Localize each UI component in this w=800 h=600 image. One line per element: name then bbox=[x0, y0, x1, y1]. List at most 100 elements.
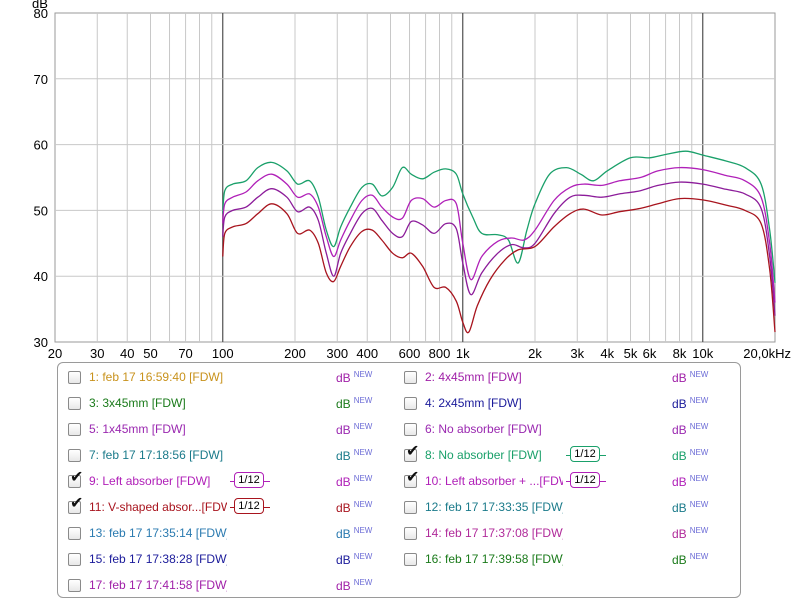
smoothing-value: 1/12 bbox=[234, 472, 264, 488]
legend-label[interactable]: 15: feb 17 17:38:28 [FDW] bbox=[89, 552, 227, 566]
legend-label[interactable]: 12: feb 17 17:33:35 [FDW] bbox=[425, 500, 563, 514]
series-line-4 bbox=[222, 197, 776, 334]
db-scale-toggle[interactable]: dB NEW bbox=[672, 422, 708, 437]
checkmark-icon: ✔ bbox=[70, 494, 84, 512]
legend-checkbox[interactable] bbox=[68, 396, 81, 410]
legend-label[interactable]: 14: feb 17 17:37:08 [FDW] bbox=[425, 526, 563, 540]
db-scale-toggle[interactable]: dB NEW bbox=[672, 396, 708, 411]
db-label: dB bbox=[672, 501, 687, 515]
legend-label[interactable]: 8: No absorber [FDW] bbox=[425, 448, 542, 462]
x-tick-label: 100 bbox=[212, 346, 234, 361]
series-line-2 bbox=[222, 166, 776, 303]
db-scale-toggle[interactable]: dB NEW bbox=[336, 422, 372, 437]
legend-item: ✔ 10: Left absorber + ...[FDW] 1/12 dB NEW bbox=[404, 469, 734, 492]
x-tick-label: 50 bbox=[143, 346, 157, 361]
legend-checkbox[interactable] bbox=[404, 526, 417, 540]
db-scale-toggle[interactable]: dB NEW bbox=[336, 500, 372, 515]
new-badge: NEW bbox=[353, 578, 373, 587]
new-badge: NEW bbox=[353, 526, 373, 535]
legend-checkbox[interactable] bbox=[68, 552, 81, 566]
db-label: dB bbox=[672, 371, 687, 385]
db-label: dB bbox=[336, 371, 351, 385]
legend-label[interactable]: 1: feb 17 16:59:40 [FDW] bbox=[89, 370, 224, 384]
legend-label[interactable]: 4: 2x45mm [FDW] bbox=[425, 396, 522, 410]
new-badge: NEW bbox=[353, 552, 373, 561]
legend-checkbox[interactable]: ✔ bbox=[404, 469, 419, 488]
legend-item: ✔ 8: No absorber [FDW] 1/12 dB NEW bbox=[404, 443, 734, 466]
db-scale-toggle[interactable]: dB NEW bbox=[672, 552, 708, 567]
legend-label[interactable]: 3: 3x45mm [FDW] bbox=[89, 396, 186, 410]
legend-label[interactable]: 7: feb 17 17:18:56 [FDW] bbox=[89, 448, 224, 462]
x-tick-label: 3k bbox=[570, 346, 584, 361]
checkmark-icon: ✔ bbox=[70, 468, 84, 486]
new-badge: NEW bbox=[353, 448, 373, 457]
y-axis-label: dB bbox=[32, 0, 48, 11]
db-scale-toggle[interactable]: dB NEW bbox=[336, 474, 372, 489]
db-scale-toggle[interactable]: dB NEW bbox=[672, 526, 708, 541]
x-tick-label: 800 bbox=[429, 346, 451, 361]
x-tick-label: 8k bbox=[673, 346, 687, 361]
legend-item: 17: feb 17 17:41:58 [FDW] dB NEW bbox=[68, 574, 398, 596]
x-tick-label: 6k bbox=[643, 346, 657, 361]
legend-checkbox[interactable] bbox=[404, 500, 417, 514]
x-tick-label: 10k bbox=[692, 346, 713, 361]
legend-label[interactable]: 9: Left absorber [FDW] bbox=[89, 474, 211, 488]
legend-checkbox[interactable] bbox=[404, 422, 417, 436]
x-tick-label: 600 bbox=[399, 346, 421, 361]
legend-label[interactable]: 13: feb 17 17:35:14 [FDW] bbox=[89, 526, 227, 540]
legend-checkbox[interactable]: ✔ bbox=[404, 443, 419, 462]
db-scale-toggle[interactable]: dB NEW bbox=[672, 370, 708, 385]
legend-label[interactable]: 6: No absorber [FDW] bbox=[425, 422, 542, 436]
db-label: dB bbox=[336, 397, 351, 411]
db-label: dB bbox=[672, 423, 687, 437]
x-tick-label: 40 bbox=[120, 346, 134, 361]
legend-checkbox[interactable] bbox=[68, 422, 81, 436]
legend-checkbox[interactable] bbox=[68, 370, 81, 384]
db-scale-toggle[interactable]: dB NEW bbox=[672, 500, 708, 515]
db-scale-toggle[interactable]: dB NEW bbox=[336, 526, 372, 541]
db-label: dB bbox=[672, 553, 687, 567]
db-scale-toggle[interactable]: dB NEW bbox=[336, 396, 372, 411]
db-scale-toggle[interactable]: dB NEW bbox=[672, 448, 708, 463]
db-label: dB bbox=[336, 475, 351, 489]
db-scale-toggle[interactable]: dB NEW bbox=[336, 552, 372, 567]
legend-checkbox[interactable] bbox=[404, 552, 417, 566]
legend-item: 5: 1x45mm [FDW] dB NEW bbox=[68, 418, 398, 440]
db-label: dB bbox=[336, 527, 351, 541]
legend-item: 13: feb 17 17:35:14 [FDW] dB NEW bbox=[68, 522, 398, 544]
db-scale-toggle[interactable]: dB NEW bbox=[672, 474, 708, 489]
db-scale-toggle[interactable]: dB NEW bbox=[336, 578, 372, 593]
x-tick-label: 1k bbox=[456, 346, 470, 361]
x-tick-label: 4k bbox=[600, 346, 614, 361]
x-tick-label-end: 20,0kHz bbox=[743, 346, 791, 361]
y-tick-label: 30 bbox=[34, 335, 48, 350]
legend-checkbox[interactable] bbox=[404, 396, 417, 410]
legend-label[interactable]: 2: 4x45mm [FDW] bbox=[425, 370, 522, 384]
smoothing-value: 1/12 bbox=[234, 498, 264, 514]
x-tick-label: 300 bbox=[326, 346, 348, 361]
db-scale-toggle[interactable]: dB NEW bbox=[336, 370, 372, 385]
legend-label[interactable]: 11: V-shaped absor...[FDW] bbox=[89, 500, 227, 514]
new-badge: NEW bbox=[353, 396, 373, 405]
legend-checkbox[interactable] bbox=[68, 526, 81, 540]
legend-checkbox[interactable] bbox=[68, 448, 81, 462]
legend-label[interactable]: 10: Left absorber + ...[FDW] bbox=[425, 474, 563, 488]
legend-label[interactable]: 5: 1x45mm [FDW] bbox=[89, 422, 186, 436]
new-badge: NEW bbox=[353, 500, 373, 509]
new-badge: NEW bbox=[689, 474, 709, 483]
legend-item: 15: feb 17 17:38:28 [FDW] dB NEW bbox=[68, 548, 398, 570]
smoothing-value: 1/12 bbox=[570, 472, 600, 488]
new-badge: NEW bbox=[689, 552, 709, 561]
new-badge: NEW bbox=[353, 474, 373, 483]
db-scale-toggle[interactable]: dB NEW bbox=[336, 448, 372, 463]
legend-label[interactable]: 17: feb 17 17:41:58 [FDW] bbox=[89, 578, 227, 592]
legend-checkbox[interactable] bbox=[68, 578, 81, 592]
x-tick-label: 400 bbox=[356, 346, 378, 361]
y-tick-label: 40 bbox=[34, 269, 48, 284]
legend-checkbox[interactable]: ✔ bbox=[68, 469, 83, 488]
db-label: dB bbox=[672, 527, 687, 541]
legend-checkbox[interactable] bbox=[404, 370, 417, 384]
legend-checkbox[interactable]: ✔ bbox=[68, 495, 83, 514]
x-tick-label: 30 bbox=[90, 346, 104, 361]
legend-label[interactable]: 16: feb 17 17:39:58 [FDW] bbox=[425, 552, 563, 566]
